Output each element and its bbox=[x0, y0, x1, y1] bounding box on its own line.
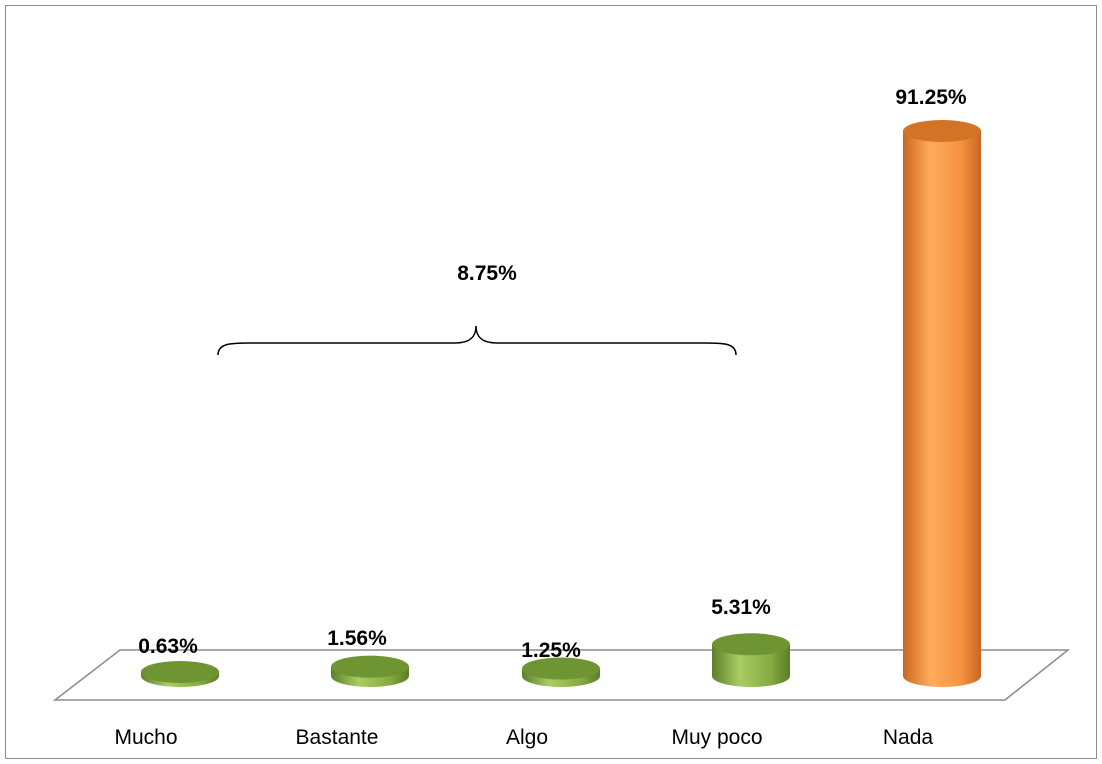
bar-nada bbox=[903, 120, 981, 687]
bar-top-nada bbox=[903, 120, 981, 142]
group-brace bbox=[217, 325, 737, 356]
value-label-mucho: 0.63% bbox=[138, 635, 198, 658]
bar-top-muy-poco bbox=[712, 633, 790, 656]
bar-top-mucho bbox=[141, 661, 219, 683]
bar-top-algo bbox=[522, 657, 600, 680]
bars-layer bbox=[141, 120, 981, 687]
bar-body-nada bbox=[903, 131, 981, 687]
bar-bastante bbox=[331, 655, 409, 687]
category-label-mucho: Mucho bbox=[114, 726, 177, 749]
category-label-muy-poco: Muy poco bbox=[671, 726, 762, 749]
bar-mucho bbox=[141, 661, 219, 687]
bar-body-muy-poco bbox=[712, 644, 790, 687]
value-label-algo: 1.25% bbox=[521, 639, 581, 662]
bar-muy-poco bbox=[712, 633, 790, 687]
category-label-bastante: Bastante bbox=[296, 726, 379, 749]
category-label-algo: Algo bbox=[506, 726, 548, 749]
value-label-muy-poco: 5.31% bbox=[711, 596, 771, 619]
group-annotation-label: 8.75% bbox=[457, 262, 517, 285]
bar-algo bbox=[522, 657, 600, 687]
value-label-nada: 91.25% bbox=[895, 86, 967, 109]
bar-top-bastante bbox=[331, 655, 409, 678]
value-label-bastante: 1.56% bbox=[327, 627, 387, 650]
category-label-nada: Nada bbox=[883, 726, 934, 749]
